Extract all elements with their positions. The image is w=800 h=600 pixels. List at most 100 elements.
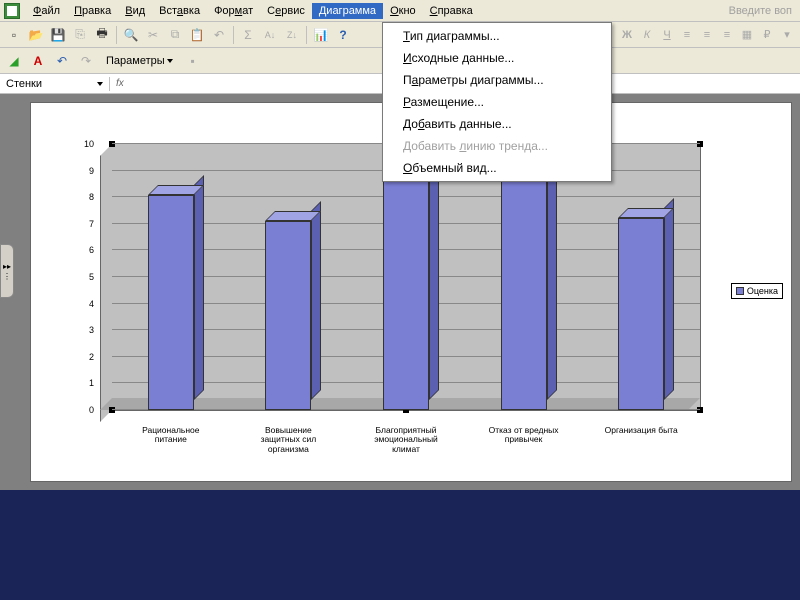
app-window: ФайлПравкаВидВставкаФорматСервисДиаграмм… [0, 0, 800, 490]
bar[interactable] [618, 218, 664, 410]
autosum-icon[interactable]: Σ [238, 25, 258, 45]
fx-label[interactable]: fx [110, 78, 130, 89]
bar-side [194, 175, 204, 400]
align-right-icon[interactable]: ≡ [718, 26, 736, 44]
merge-icon[interactable]: ▦ [738, 26, 756, 44]
selection-handle[interactable] [109, 407, 115, 413]
separator [306, 26, 307, 44]
plot-wall [100, 144, 112, 422]
dropdown-item-1[interactable]: Исходные данные... [385, 47, 609, 69]
currency-icon[interactable]: ₽ [758, 26, 776, 44]
menu-item-4[interactable]: Формат [207, 3, 260, 19]
bar-front [501, 144, 547, 410]
bar[interactable] [501, 144, 547, 410]
name-box-value: Стенки [6, 78, 42, 90]
bar[interactable] [383, 144, 429, 410]
paste-icon[interactable]: 📋 [187, 25, 207, 45]
app-icon [4, 3, 20, 19]
legend-swatch [736, 287, 744, 295]
underline-icon[interactable]: Ч [658, 26, 676, 44]
formatting-toolbar: Ж К Ч ≡ ≡ ≡ ▦ ₽ ▾ [618, 26, 796, 44]
italic-icon[interactable]: К [638, 26, 656, 44]
save-as-icon[interactable]: ⎘ [70, 25, 90, 45]
selection-handle[interactable] [697, 141, 703, 147]
sort-asc-icon[interactable]: A↓ [260, 25, 280, 45]
y-tick-label: 4 [74, 299, 94, 309]
save-icon[interactable]: 💾 [48, 25, 68, 45]
more-icon[interactable]: ▾ [778, 26, 796, 44]
bar-side [664, 198, 674, 400]
menubar: ФайлПравкаВидВставкаФорматСервисДиаграмм… [0, 0, 800, 22]
y-tick-label: 1 [74, 378, 94, 388]
menu-item-3[interactable]: Вставка [152, 3, 207, 19]
task-pane-handle[interactable]: ▸▸⋮ [0, 244, 14, 298]
bar-front [618, 218, 664, 410]
chart-wizard-icon[interactable]: 📊 [311, 25, 331, 45]
menu-item-5[interactable]: Сервис [260, 3, 312, 19]
fill-color-icon[interactable]: ◢ [4, 51, 24, 71]
x-category-label: Организация быта [601, 426, 681, 435]
x-category-label: Вовышение защитных сил организма [248, 426, 328, 454]
y-tick-label: 3 [74, 325, 94, 335]
x-category-label: Благоприятный эмоциональный климат [366, 426, 446, 454]
dropdown-item-5: Добавить линию тренда... [385, 135, 609, 157]
dropdown-item-4[interactable]: Добавить данные... [385, 113, 609, 135]
y-tick-label: 0 [74, 405, 94, 415]
separator [116, 26, 117, 44]
print-icon[interactable]: 🖶 [92, 25, 112, 45]
undo-icon[interactable]: ↶ [209, 25, 229, 45]
menu-item-8[interactable]: Справка [423, 3, 480, 19]
new-icon[interactable]: ▫ [4, 25, 24, 45]
chevron-down-icon [97, 82, 103, 86]
font-color-icon[interactable]: A [28, 51, 48, 71]
open-icon[interactable]: 📂 [26, 25, 46, 45]
menu-item-2[interactable]: Вид [118, 3, 152, 19]
dropdown-item-6[interactable]: Объемный вид... [385, 157, 609, 179]
name-box[interactable]: Стенки [0, 77, 110, 91]
y-tick-label: 5 [74, 272, 94, 282]
menu-item-1[interactable]: Правка [67, 3, 118, 19]
sort-desc-icon[interactable]: Z↓ [282, 25, 302, 45]
dropdown-item-3[interactable]: Размещение... [385, 91, 609, 113]
y-tick-label: 9 [74, 166, 94, 176]
y-tick-label: 10 [74, 139, 94, 149]
y-tick-label: 8 [74, 192, 94, 202]
menu-item-7[interactable]: Окно [383, 3, 423, 19]
toolbar-extra-icon[interactable]: ▪ [183, 51, 203, 71]
dropdown-item-0[interactable]: Тип диаграммы... [385, 25, 609, 47]
undo2-icon[interactable]: ↶ [52, 51, 72, 71]
help-icon[interactable]: ? [333, 25, 353, 45]
selection-handle[interactable] [109, 141, 115, 147]
preview-icon[interactable]: 🔍 [121, 25, 141, 45]
parameters-button[interactable]: Параметры [100, 53, 179, 69]
separator [233, 26, 234, 44]
y-tick-label: 2 [74, 352, 94, 362]
legend[interactable]: Оценка [731, 283, 783, 299]
menu-item-0[interactable]: Файл [26, 3, 67, 19]
plot-area[interactable]: 012345678910Рациональное питаниеВовышени… [111, 143, 701, 411]
left-gutter: ▸▸⋮ [0, 94, 30, 490]
bar[interactable] [148, 195, 194, 410]
y-tick-label: 7 [74, 219, 94, 229]
help-prompt[interactable]: Введите воп [729, 5, 796, 17]
parameters-label: Параметры [106, 55, 165, 67]
menu-item-6[interactable]: Диаграмма [312, 3, 383, 19]
copy-icon[interactable]: ⧉ [165, 25, 185, 45]
redo-icon[interactable]: ↷ [76, 51, 96, 71]
y-tick-label: 6 [74, 245, 94, 255]
bar-front [383, 144, 429, 410]
x-category-label: Отказ от вредных привычек [484, 426, 564, 445]
x-category-label: Рациональное питание [131, 426, 211, 445]
legend-label: Оценка [747, 286, 778, 296]
bar-top [148, 185, 204, 195]
bar-side [311, 201, 321, 400]
chevron-down-icon [167, 59, 173, 63]
dropdown-item-2[interactable]: Параметры диаграммы... [385, 69, 609, 91]
bold-icon[interactable]: Ж [618, 26, 636, 44]
align-center-icon[interactable]: ≡ [698, 26, 716, 44]
bar-front [265, 221, 311, 410]
cut-icon[interactable]: ✂ [143, 25, 163, 45]
selection-handle[interactable] [697, 407, 703, 413]
bar[interactable] [265, 221, 311, 410]
align-left-icon[interactable]: ≡ [678, 26, 696, 44]
